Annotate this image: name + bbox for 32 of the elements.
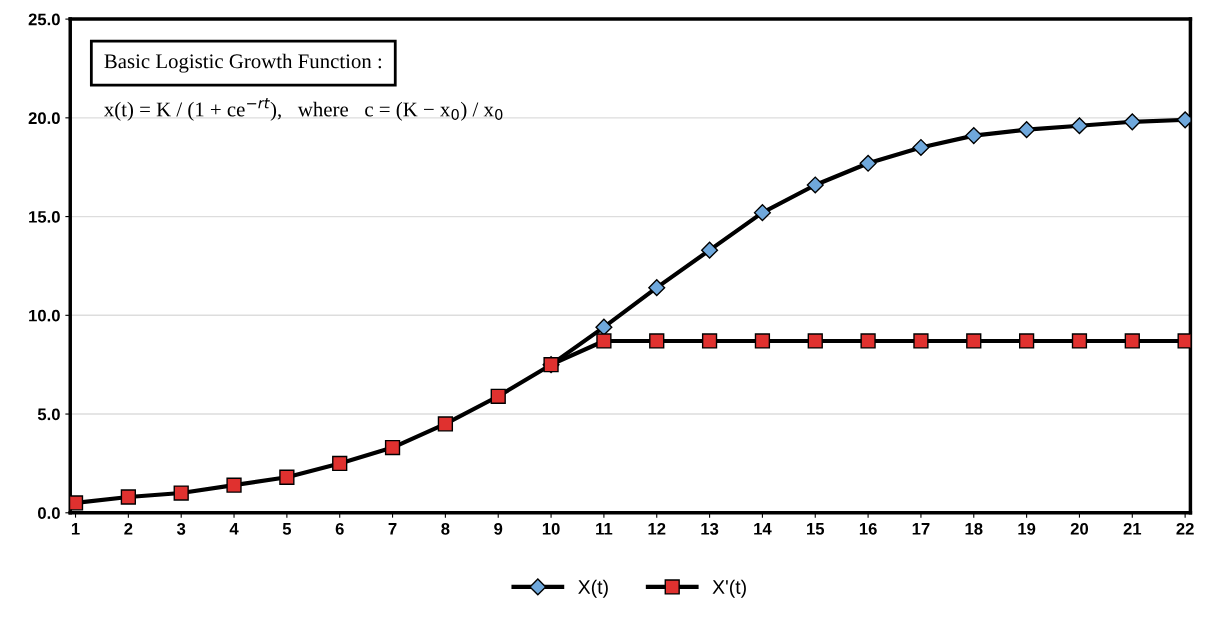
y-tick-label: 25.0: [28, 13, 60, 26]
x-tick-label: 21: [1123, 522, 1142, 535]
x-tick-label: 1: [71, 523, 80, 535]
y-tick-label: 15.0: [29, 210, 60, 223]
x-tick-label: 17: [912, 523, 930, 535]
x-tick-label: 8: [441, 522, 450, 535]
x-tick-label: 2: [124, 522, 133, 535]
legend-label: X(t): [578, 579, 608, 598]
x-tick-label: 14: [754, 523, 772, 535]
x-tick-label: 7: [388, 523, 397, 535]
x-tick-label: 11: [596, 523, 613, 535]
y-tick-label: 10.0: [29, 309, 60, 322]
x-tick-label: 13: [701, 522, 719, 535]
x-tick-label: 16: [859, 522, 877, 535]
x-tick-label: 15: [807, 523, 825, 535]
x-tick-label: 6: [335, 522, 344, 535]
x-tick-label: 10: [542, 522, 560, 535]
annotation: Basic Logistic Growth Function :: [104, 53, 382, 73]
x-tick-label: 4: [229, 523, 239, 535]
y-tick-label: 20.0: [28, 112, 60, 125]
x-tick-label: 19: [1018, 522, 1036, 535]
x-tick-label: 20: [1070, 522, 1089, 535]
legend-label: X'(t): [712, 579, 746, 598]
x-tick-label: 22: [1176, 522, 1194, 535]
x-tick-label: 3: [176, 522, 186, 535]
y-tick-label: 5.0: [37, 408, 60, 421]
y-tick-label: 0.0: [38, 507, 60, 519]
x-tick-label: 18: [965, 522, 983, 535]
annotation: x(t) = K / (1 + ce$^{−rt}$), where c = (K − x$_{0}$) / x$_{0}$: [104, 98, 503, 121]
x-tick-label: 5: [282, 523, 292, 535]
x-tick-label: 12: [648, 522, 666, 535]
x-tick-label: 9: [494, 522, 503, 535]
